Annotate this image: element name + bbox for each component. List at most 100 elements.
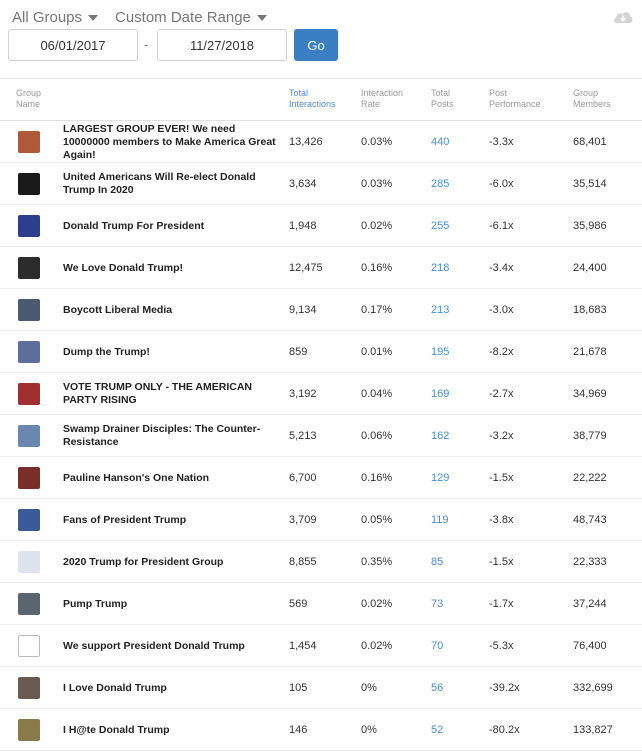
group-thumbnail[interactable] xyxy=(18,215,40,237)
post-performance-value: -3.0x xyxy=(489,304,514,316)
interaction-rate-value: 0.16% xyxy=(361,472,393,484)
table-row[interactable]: Dump the Trump! 859 0.01% 195 -8.2x 21,678 xyxy=(0,331,642,373)
group-name[interactable]: LARGEST GROUP EVER! We need 10000000 mem… xyxy=(63,122,276,161)
group-members-value: 21,678 xyxy=(573,346,607,358)
total-posts-link[interactable]: 218 xyxy=(431,262,450,274)
total-posts-link[interactable]: 213 xyxy=(431,304,450,316)
column-header-post-performance[interactable]: Post Performance xyxy=(489,88,541,109)
group-name[interactable]: United Americans Will Re-elect Donald Tr… xyxy=(63,171,256,196)
group-members-value: 22,222 xyxy=(573,472,607,484)
groups-dropdown[interactable]: All Groups xyxy=(12,9,99,26)
go-button[interactable]: Go xyxy=(294,29,338,61)
group-name[interactable]: We support President Donald Trump xyxy=(63,639,245,652)
group-thumbnail[interactable] xyxy=(18,257,40,279)
group-thumbnail[interactable] xyxy=(18,635,40,657)
group-thumbnail[interactable] xyxy=(18,383,40,405)
total-posts-link[interactable]: 440 xyxy=(431,136,450,148)
total-posts-link[interactable]: 129 xyxy=(431,472,450,484)
chevron-down-icon xyxy=(256,15,267,21)
group-members-value: 76,400 xyxy=(573,640,607,652)
column-header-total-posts[interactable]: Total Posts xyxy=(431,88,454,109)
group-name[interactable]: 2020 Trump for President Group xyxy=(63,555,224,568)
total-interactions-value: 146 xyxy=(289,724,308,736)
table-row[interactable]: VOTE TRUMP ONLY - THE AMERICAN PARTY RIS… xyxy=(0,373,642,415)
group-thumbnail[interactable] xyxy=(18,677,40,699)
date-range-dropdown[interactable]: Custom Date Range xyxy=(115,9,267,26)
total-posts-link[interactable]: 285 xyxy=(431,178,450,190)
total-interactions-value: 13,426 xyxy=(289,136,323,148)
group-thumbnail[interactable] xyxy=(18,509,40,531)
table-row[interactable]: 2020 Trump for President Group 8,855 0.35%… xyxy=(0,541,642,583)
group-name[interactable]: Fans of President Trump xyxy=(63,513,187,526)
total-posts-link[interactable]: 52 xyxy=(431,724,444,736)
group-members-value: 22,333 xyxy=(573,556,607,568)
start-date-input[interactable] xyxy=(8,29,138,61)
total-interactions-value: 12,475 xyxy=(289,262,323,274)
group-members-value: 38,779 xyxy=(573,430,607,442)
total-posts-link[interactable]: 162 xyxy=(431,430,450,442)
group-members-value: 37,244 xyxy=(573,598,607,610)
post-performance-value: -3.4x xyxy=(489,262,514,274)
group-thumbnail[interactable] xyxy=(18,467,40,489)
table-row[interactable]: Swamp Drainer Disciples: The Counter-Res… xyxy=(0,415,642,457)
table-row[interactable]: Boycott Liberal Media 9,134 0.17% 213 -3.0x 1… xyxy=(0,289,642,331)
total-posts-link[interactable]: 195 xyxy=(431,346,450,358)
divider xyxy=(0,78,642,79)
interaction-rate-value: 0.35% xyxy=(361,556,393,568)
filter-bar: All Groups Custom Date Range - Go xyxy=(0,0,642,78)
total-posts-link[interactable]: 169 xyxy=(431,388,450,400)
total-posts-link[interactable]: 56 xyxy=(431,682,444,694)
group-thumbnail[interactable] xyxy=(18,131,40,153)
group-name[interactable]: Swamp Drainer Disciples: The Counter-Res… xyxy=(63,423,261,448)
table-row[interactable]: I Love Donald Trump 105 0% 56 -39.2x 332,699 xyxy=(0,667,642,709)
post-performance-value: -6.0x xyxy=(489,178,514,190)
group-name[interactable]: I Love Donald Trump xyxy=(63,681,167,694)
column-header-group-name[interactable]: Group Name xyxy=(16,88,42,109)
group-thumbnail[interactable] xyxy=(18,425,40,447)
table-row[interactable]: Pump Trump 569 0.02% 73 -1.7x 37,244 xyxy=(0,583,642,625)
group-thumbnail[interactable] xyxy=(18,719,40,741)
table-row[interactable]: LARGEST GROUP EVER! We need 10000000 mem… xyxy=(0,121,642,163)
group-name[interactable]: Pauline Hanson's One Nation xyxy=(63,471,210,484)
group-name[interactable]: VOTE TRUMP ONLY - THE AMERICAN PARTY RIS… xyxy=(63,381,253,406)
group-name[interactable]: Donald Trump For President xyxy=(63,219,205,232)
table-row[interactable]: United Americans Will Re-elect Donald Tr… xyxy=(0,163,642,205)
interaction-rate-value: 0.02% xyxy=(361,598,393,610)
total-posts-link[interactable]: 70 xyxy=(431,640,444,652)
total-posts-link[interactable]: 255 xyxy=(431,220,450,232)
post-performance-value: -3.2x xyxy=(489,430,514,442)
total-posts-link[interactable]: 73 xyxy=(431,598,444,610)
column-header-interaction-rate[interactable]: Interaction Rate xyxy=(361,88,404,109)
total-interactions-value: 9,134 xyxy=(289,304,317,316)
group-thumbnail[interactable] xyxy=(18,593,40,615)
column-header-group-members[interactable]: Group Members xyxy=(573,88,611,109)
group-thumbnail[interactable] xyxy=(18,341,40,363)
table-row[interactable]: Donald Trump For President 1,948 0.02% 255 -… xyxy=(0,205,642,247)
group-name[interactable]: Boycott Liberal Media xyxy=(63,303,173,316)
post-performance-value: -80.2x xyxy=(489,724,520,736)
group-thumbnail[interactable] xyxy=(18,173,40,195)
group-thumbnail[interactable] xyxy=(18,551,40,573)
group-name[interactable]: Dump the Trump! xyxy=(63,345,150,358)
interaction-rate-value: 0.03% xyxy=(361,136,393,148)
cloud-download-icon[interactable] xyxy=(612,8,634,26)
table-row[interactable]: Pauline Hanson's One Nation 6,700 0.16% 129… xyxy=(0,457,642,499)
group-thumbnail[interactable] xyxy=(18,299,40,321)
end-date-input[interactable] xyxy=(157,29,287,61)
group-name[interactable]: I H@te Donald Trump xyxy=(63,723,170,736)
total-posts-link[interactable]: 85 xyxy=(431,556,444,568)
interaction-rate-value: 0% xyxy=(361,724,377,736)
column-header-total-interactions[interactable]: Total Interactions xyxy=(289,88,336,109)
table-row[interactable]: We Love Donald Trump! 12,475 0.16% 218 -3.4x… xyxy=(0,247,642,289)
group-name[interactable]: Pump Trump xyxy=(63,597,128,610)
group-members-value: 133,827 xyxy=(573,724,613,736)
table-row[interactable]: I H@te Donald Trump 146 0% 52 -80.2x 133,827 xyxy=(0,709,642,751)
group-name[interactable]: We Love Donald Trump! xyxy=(63,261,183,274)
table-row[interactable]: Fans of President Trump 3,709 0.05% 119 -3.8… xyxy=(0,499,642,541)
group-members-value: 18,683 xyxy=(573,304,607,316)
total-posts-link[interactable]: 119 xyxy=(431,514,449,526)
table-row[interactable]: We support President Donald Trump 1,454 0.… xyxy=(0,625,642,667)
date-range-dropdown-label: Custom Date Range xyxy=(115,9,251,26)
group-members-value: 48,743 xyxy=(573,514,607,526)
post-performance-value: -8.2x xyxy=(489,346,514,358)
